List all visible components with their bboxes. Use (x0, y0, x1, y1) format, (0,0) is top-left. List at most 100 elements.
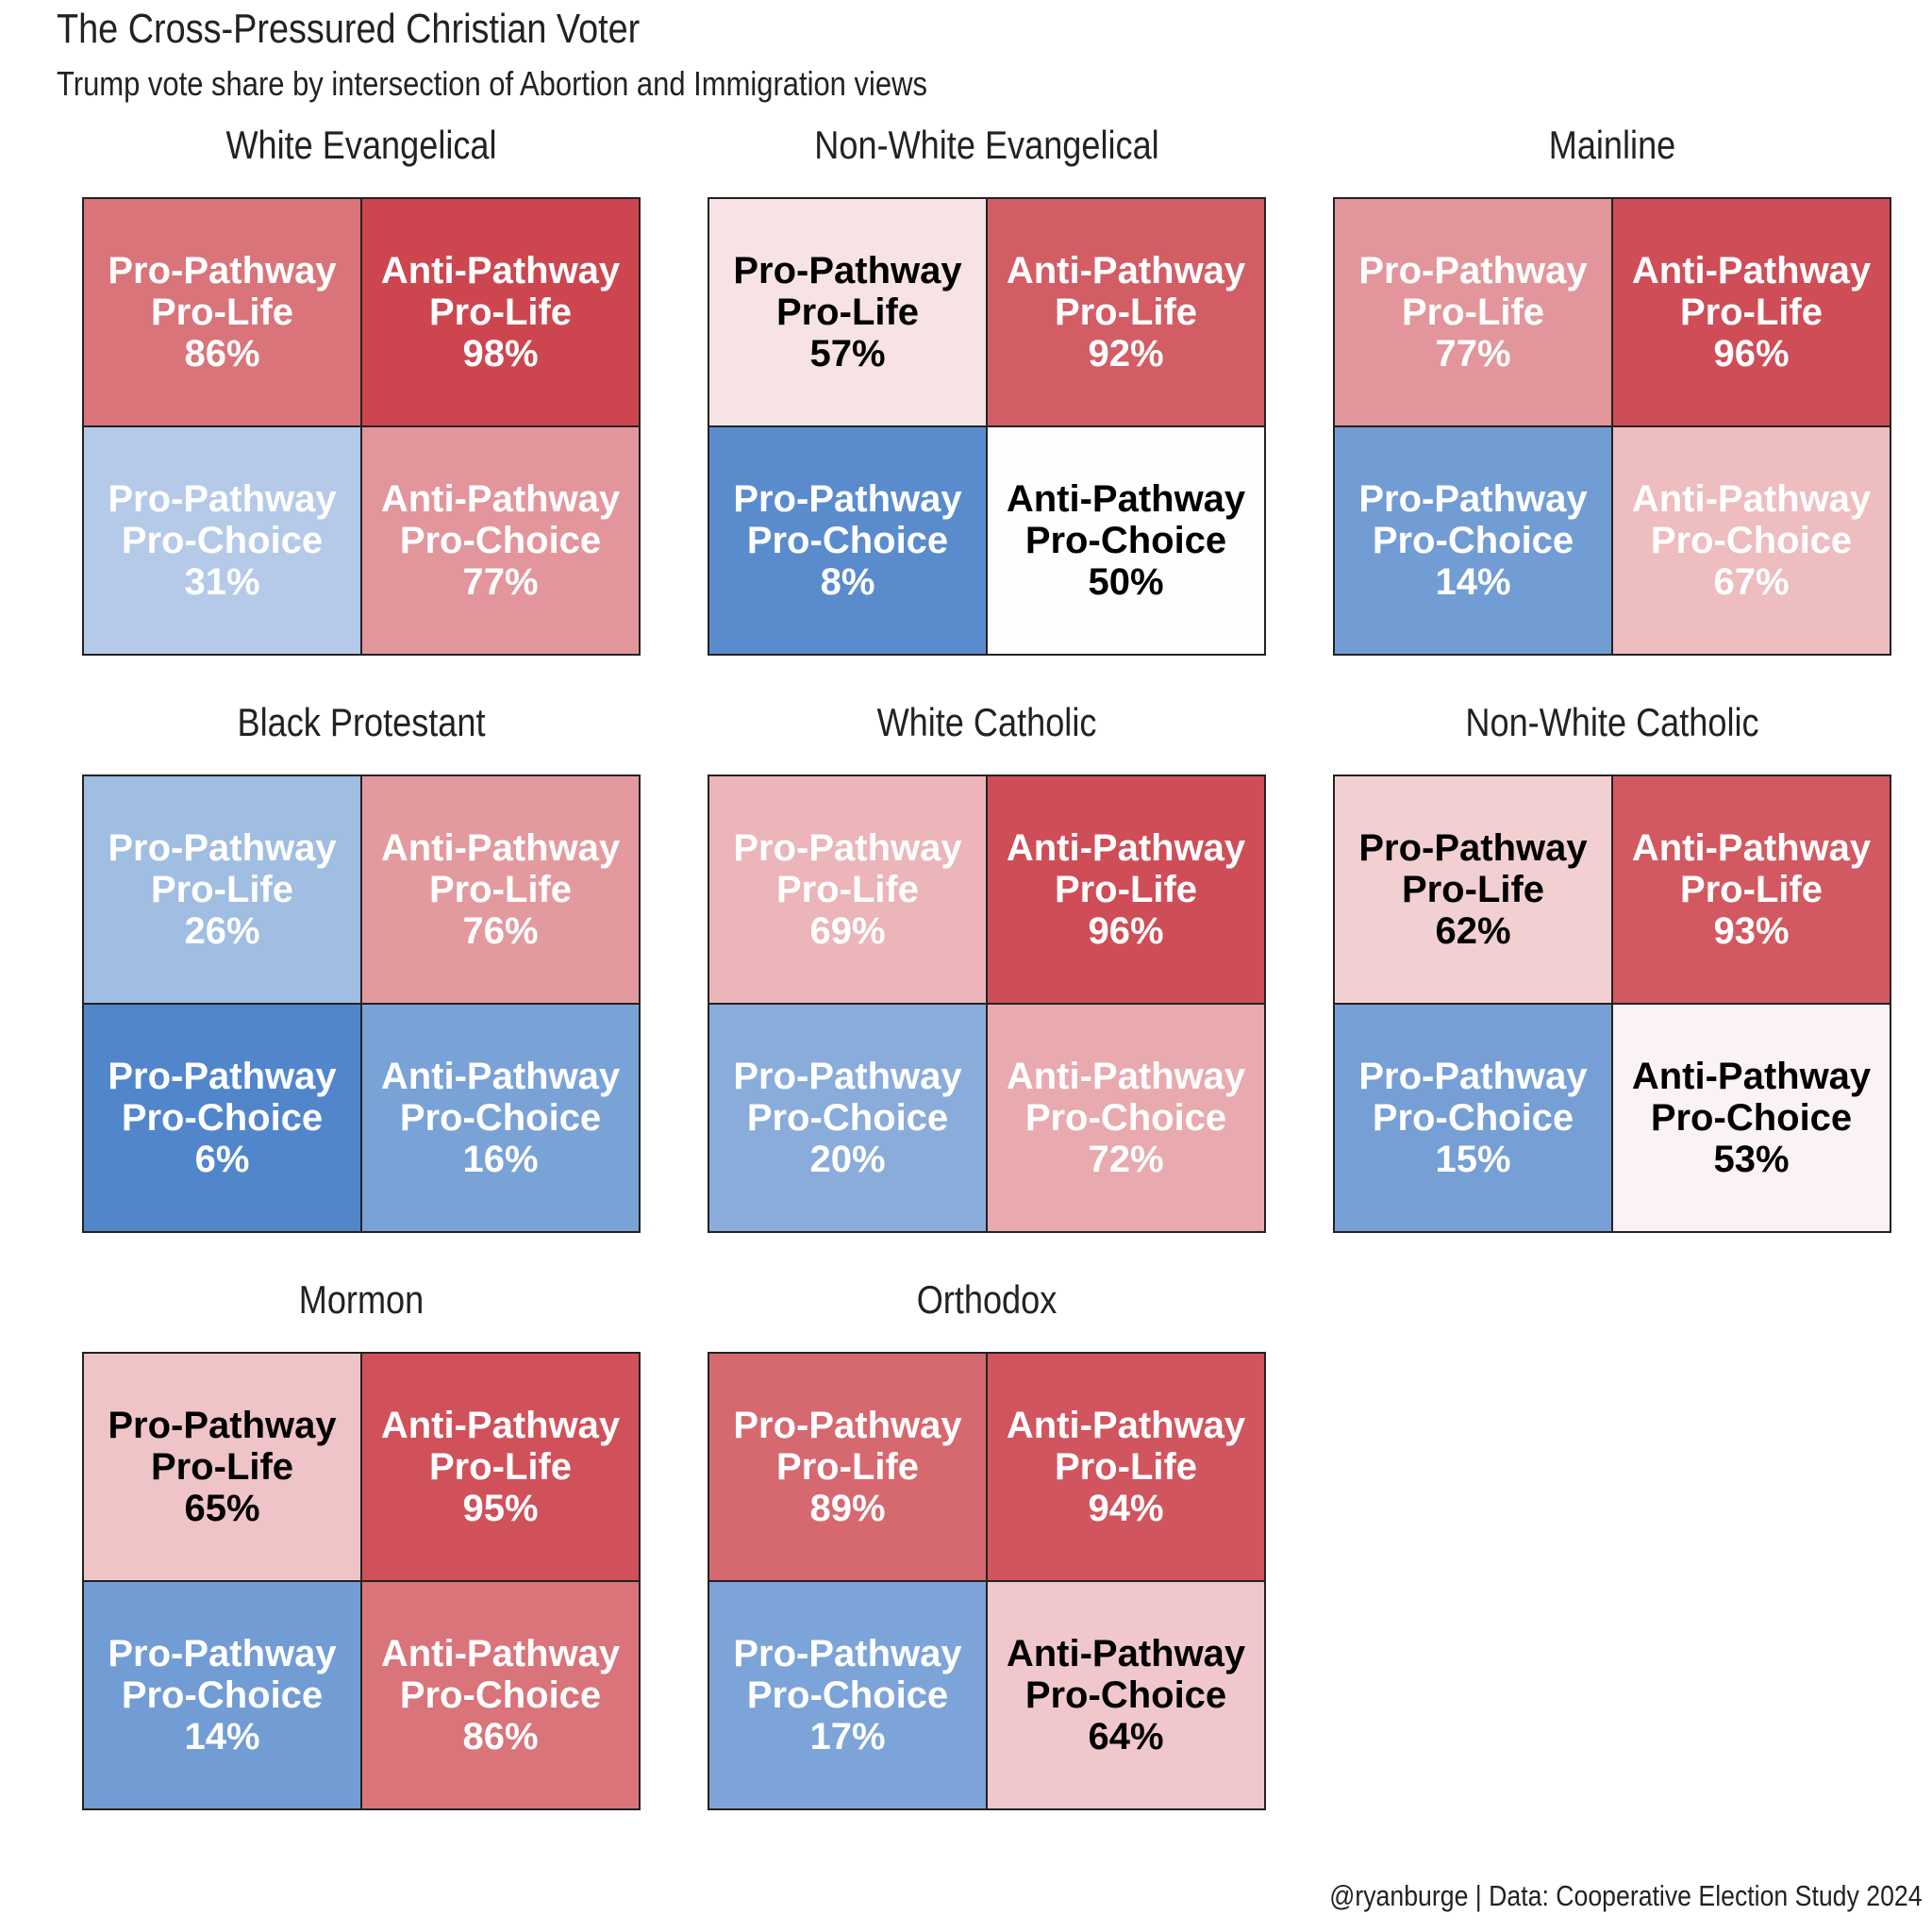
cell-value-label: 67% (1713, 561, 1790, 603)
cell-immigration-label: Pro-Pathway (733, 827, 962, 869)
heatmap-cell: Anti-Pathway Pro-Choice 67% (1612, 426, 1890, 655)
heatmap-cell: Anti-Pathway Pro-Choice 72% (987, 1004, 1265, 1232)
cell-immigration-label: Pro-Pathway (108, 1633, 337, 1674)
cell-immigration-label: Anti-Pathway (1006, 1405, 1246, 1446)
cell-immigration-label: Pro-Pathway (1358, 478, 1588, 520)
cell-value-label: 94% (1088, 1488, 1164, 1529)
cell-abortion-label: Pro-Life (150, 291, 294, 333)
heatmap-cell: Pro-Pathway Pro-Choice 15% (1334, 1004, 1612, 1232)
cell-immigration-label: Pro-Pathway (733, 1633, 962, 1674)
cell-abortion-label: Pro-Choice (121, 1097, 324, 1139)
cell-value-label: 15% (1435, 1139, 1511, 1180)
cell-abortion-label: Pro-Life (1054, 1446, 1198, 1488)
cell-immigration-label: Anti-Pathway (380, 478, 621, 520)
cell-abortion-label: Pro-Life (1679, 291, 1824, 333)
cell-value-label: 96% (1088, 910, 1164, 952)
cell-value-label: 17% (809, 1716, 886, 1757)
cell-immigration-label: Pro-Pathway (1358, 250, 1588, 291)
cell-immigration-label: Pro-Pathway (733, 1056, 962, 1097)
cell-immigration-label: Pro-Pathway (108, 250, 337, 291)
panel-title: White Evangelical (225, 123, 497, 167)
cell-immigration-label: Anti-Pathway (1006, 478, 1246, 520)
heatmap-grid: Pro-Pathway Pro-Life 57% Anti-Pathway Pro-Li… (708, 197, 1266, 656)
cell-abortion-label: Pro-Choice (399, 520, 602, 561)
cell-abortion-label: Pro-Choice (1372, 520, 1574, 561)
cell-value-label: 14% (184, 1716, 260, 1757)
heatmap-cell: Anti-Pathway Pro-Choice 50% (987, 426, 1265, 655)
cell-value-label: 98% (462, 333, 539, 375)
heatmap-cell: Anti-Pathway Pro-Life 98% (361, 198, 640, 426)
cell-abortion-label: Pro-Choice (1650, 1097, 1853, 1139)
cell-immigration-label: Anti-Pathway (1006, 1056, 1246, 1097)
cell-immigration-label: Pro-Pathway (108, 1056, 337, 1097)
cell-immigration-label: Pro-Pathway (108, 1405, 337, 1446)
heatmap-cell: Anti-Pathway Pro-Choice 16% (361, 1004, 640, 1232)
cell-value-label: 50% (1088, 561, 1164, 603)
panel-title: Non-White Evangelical (814, 123, 1159, 167)
cell-abortion-label: Pro-Choice (121, 1674, 324, 1716)
cell-abortion-label: Pro-Choice (399, 1674, 602, 1716)
heatmap-cell: Pro-Pathway Pro-Choice 6% (83, 1004, 361, 1232)
panel-title: Black Protestant (237, 700, 486, 744)
cell-immigration-label: Anti-Pathway (1631, 827, 1872, 869)
cell-abortion-label: Pro-Choice (746, 1097, 949, 1139)
cell-value-label: 95% (462, 1488, 539, 1529)
cell-abortion-label: Pro-Life (1679, 869, 1824, 910)
cell-abortion-label: Pro-Life (775, 291, 920, 333)
cell-value-label: 53% (1713, 1139, 1790, 1180)
chart-title: The Cross-Pressured Christian Voter (57, 6, 641, 52)
cell-immigration-label: Pro-Pathway (733, 478, 962, 520)
cell-immigration-label: Anti-Pathway (1631, 1056, 1872, 1097)
cell-value-label: 86% (184, 333, 260, 375)
cell-abortion-label: Pro-Choice (1024, 520, 1227, 561)
cell-immigration-label: Anti-Pathway (1631, 478, 1872, 520)
cell-immigration-label: Pro-Pathway (733, 250, 962, 291)
cell-value-label: 8% (820, 561, 875, 603)
heatmap-cell: Pro-Pathway Pro-Choice 14% (83, 1581, 361, 1809)
cell-immigration-label: Anti-Pathway (380, 1405, 621, 1446)
cell-abortion-label: Pro-Life (150, 869, 294, 910)
cell-abortion-label: Pro-Life (428, 291, 573, 333)
cell-abortion-label: Pro-Choice (1024, 1097, 1227, 1139)
cell-immigration-label: Anti-Pathway (1006, 827, 1246, 869)
heatmap-cell: Pro-Pathway Pro-Life 65% (83, 1353, 361, 1581)
cell-immigration-label: Anti-Pathway (1006, 1633, 1246, 1674)
cell-abortion-label: Pro-Life (150, 1446, 294, 1488)
panel-title: Mainline (1548, 123, 1676, 167)
cell-abortion-label: Pro-Choice (1650, 520, 1853, 561)
heatmap-cell: Anti-Pathway Pro-Choice 53% (1612, 1004, 1890, 1232)
cell-abortion-label: Pro-Life (1401, 869, 1545, 910)
cell-value-label: 16% (462, 1139, 539, 1180)
cell-abortion-label: Pro-Choice (1024, 1674, 1227, 1716)
cell-abortion-label: Pro-Life (428, 869, 573, 910)
cell-value-label: 96% (1713, 333, 1790, 375)
cell-abortion-label: Pro-Life (1054, 869, 1198, 910)
heatmap-grid: Pro-Pathway Pro-Life 69% Anti-Pathway Pro-Li… (708, 774, 1266, 1233)
cell-value-label: 76% (462, 910, 539, 952)
cell-immigration-label: Anti-Pathway (1006, 250, 1246, 291)
cell-immigration-label: Anti-Pathway (1631, 250, 1872, 291)
heatmap-cell: Anti-Pathway Pro-Choice 86% (361, 1581, 640, 1809)
cell-value-label: 69% (809, 910, 886, 952)
cell-abortion-label: Pro-Life (1401, 291, 1545, 333)
cell-immigration-label: Anti-Pathway (380, 250, 621, 291)
cell-immigration-label: Pro-Pathway (1358, 827, 1588, 869)
cell-value-label: 20% (809, 1139, 886, 1180)
cell-abortion-label: Pro-Life (775, 869, 920, 910)
cell-value-label: 14% (1435, 561, 1511, 603)
heatmap-cell: Pro-Pathway Pro-Life 89% (708, 1353, 987, 1581)
cell-value-label: 77% (462, 561, 539, 603)
cell-immigration-label: Anti-Pathway (380, 1056, 621, 1097)
heatmap-cell: Pro-Pathway Pro-Choice 20% (708, 1004, 987, 1232)
heatmap-grid: Pro-Pathway Pro-Life 65% Anti-Pathway Pro-Li… (82, 1352, 641, 1810)
cell-value-label: 72% (1088, 1139, 1164, 1180)
chart-caption: @ryanburge | Data: Cooperative Election … (1329, 1879, 1923, 1912)
cell-abortion-label: Pro-Choice (746, 520, 949, 561)
heatmap-cell: Anti-Pathway Pro-Life 95% (361, 1353, 640, 1581)
heatmap-cell: Anti-Pathway Pro-Choice 64% (987, 1581, 1265, 1809)
cell-immigration-label: Anti-Pathway (380, 1633, 621, 1674)
heatmap-cell: Anti-Pathway Pro-Life 94% (987, 1353, 1265, 1581)
cell-value-label: 6% (194, 1139, 250, 1180)
cell-value-label: 86% (462, 1716, 539, 1757)
